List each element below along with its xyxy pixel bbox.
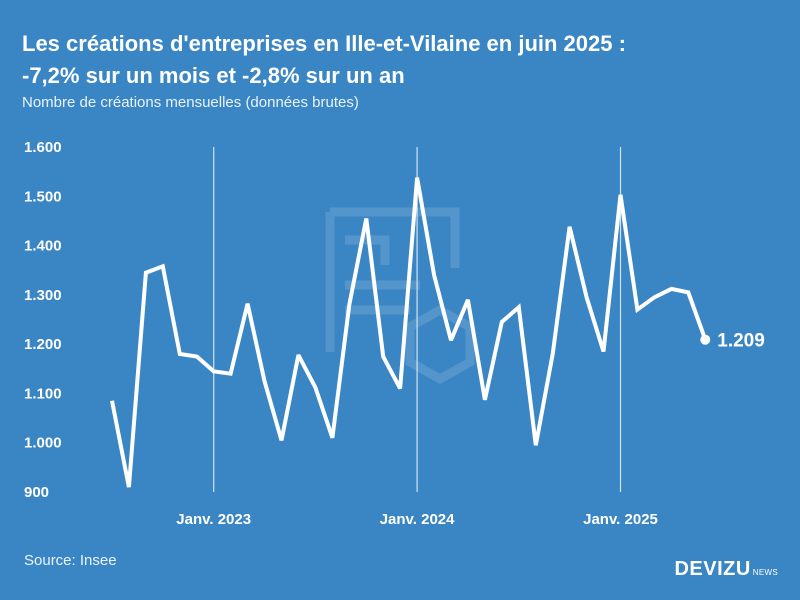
chart-subtitle: Nombre de créations mensuelles (données … (22, 94, 359, 111)
data-point (178, 352, 182, 356)
x-axis: Janv. 2023 Janv. 2024 Janv. 2025 (176, 511, 658, 528)
data-point (296, 353, 300, 357)
data-point (228, 372, 232, 376)
x-tick-label: Janv. 2023 (176, 511, 251, 528)
data-point (347, 303, 351, 307)
data-point (262, 379, 266, 383)
x-tick-label: Janv. 2025 (583, 511, 658, 528)
data-point (330, 436, 334, 440)
brand-suffix: NEWS (752, 568, 778, 577)
data-point (127, 485, 131, 489)
series-line (110, 177, 708, 488)
data-point (364, 216, 368, 220)
data-point (618, 193, 622, 197)
data-point (212, 369, 216, 373)
data-point (584, 295, 588, 299)
data-point (567, 225, 571, 229)
data-point (279, 438, 283, 442)
data-point (110, 399, 114, 403)
data-point (652, 295, 656, 299)
y-tick-label: 1.000 (24, 435, 62, 452)
data-point (534, 443, 538, 447)
y-axis: 900 1.000 1.100 1.200 1.300 1.400 1.500 1.600 (24, 139, 62, 501)
data-point (686, 290, 690, 294)
chart-title-line-2: -7,2% sur un mois et -2,8% sur un an (22, 63, 405, 88)
data-point (483, 398, 487, 402)
series-creations (110, 175, 708, 489)
data-point (161, 264, 165, 268)
brand-name: DEVIZU (674, 558, 751, 580)
end-point-marker (700, 334, 711, 345)
data-point (635, 307, 639, 311)
data-point (195, 354, 199, 358)
x-tick-label: Janv. 2024 (380, 511, 455, 528)
watermark-logo (325, 207, 475, 385)
data-point (415, 175, 419, 179)
data-point (144, 270, 148, 274)
data-point (601, 349, 605, 353)
brand-logo: DEVIZU NEWS (674, 558, 778, 581)
data-point (432, 273, 436, 277)
data-point (551, 352, 555, 356)
y-tick-label: 1.100 (24, 385, 62, 402)
y-tick-label: 1.600 (24, 139, 62, 156)
y-tick-label: 1.200 (24, 336, 62, 353)
data-point (517, 305, 521, 309)
chart-title: Les créations d'entreprises en Ille-et-V… (22, 28, 782, 92)
source-note: Source: Insee (24, 552, 117, 569)
data-point (449, 338, 453, 342)
data-point (500, 320, 504, 324)
data-point (466, 298, 470, 302)
chart-title-line-1: Les créations d'entreprises en Ille-et-V… (22, 31, 626, 56)
data-point (381, 354, 385, 358)
data-point (313, 385, 317, 389)
y-tick-label: 1.500 (24, 188, 62, 205)
end-value-label: 1.209 (717, 331, 765, 352)
data-point (245, 302, 249, 306)
data-point (398, 386, 402, 390)
y-tick-label: 1.400 (24, 238, 62, 255)
data-point (669, 287, 673, 291)
y-tick-label: 1.300 (24, 287, 62, 304)
y-tick-label: 900 (24, 484, 49, 501)
end-marker-group: 1.209 (700, 331, 765, 352)
